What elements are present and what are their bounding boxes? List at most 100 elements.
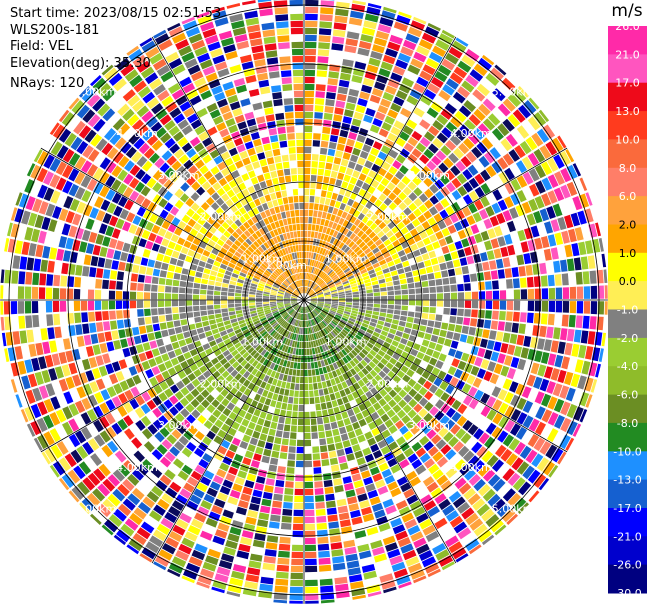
range-gate bbox=[189, 348, 198, 357]
range-gate bbox=[525, 136, 538, 151]
range-gate bbox=[497, 236, 506, 247]
range-gate bbox=[363, 570, 377, 580]
range-gate bbox=[393, 258, 402, 265]
range-gate bbox=[474, 233, 483, 244]
range-gate bbox=[367, 489, 379, 499]
range-gate bbox=[539, 145, 552, 159]
range-gate bbox=[310, 341, 314, 348]
range-gate bbox=[456, 173, 468, 185]
range-gate bbox=[542, 124, 556, 139]
range-gate bbox=[371, 411, 380, 421]
range-gate bbox=[353, 365, 361, 373]
range-gate bbox=[420, 95, 433, 106]
range-gate bbox=[553, 154, 565, 169]
range-gate bbox=[436, 114, 449, 126]
range-gate bbox=[242, 457, 252, 466]
range-gate bbox=[515, 426, 528, 440]
range-gate bbox=[473, 523, 488, 537]
range-gate bbox=[312, 284, 318, 290]
range-gate bbox=[387, 309, 394, 314]
range-gate bbox=[43, 414, 54, 429]
range-gate bbox=[313, 260, 317, 267]
range-gate bbox=[519, 312, 527, 323]
range-gate bbox=[452, 496, 466, 509]
range-gate bbox=[324, 305, 331, 309]
range-gate bbox=[353, 347, 361, 354]
range-gate bbox=[342, 396, 349, 404]
range-gate bbox=[324, 249, 329, 257]
range-gate bbox=[394, 305, 401, 310]
range-gate bbox=[506, 220, 516, 233]
range-gate bbox=[293, 362, 298, 369]
range-gate bbox=[372, 311, 380, 316]
range-gate bbox=[472, 498, 486, 511]
range-gate bbox=[547, 396, 558, 410]
range-gate bbox=[547, 412, 559, 426]
range-gate bbox=[214, 529, 228, 539]
range-gate bbox=[424, 562, 440, 574]
range-gate bbox=[300, 369, 304, 377]
range-gate bbox=[505, 133, 518, 147]
range-gate bbox=[276, 380, 282, 387]
range-gate bbox=[197, 506, 210, 517]
range-gate bbox=[434, 179, 445, 190]
range-gate bbox=[217, 322, 224, 328]
range-gate bbox=[205, 517, 218, 528]
range-gate bbox=[135, 344, 144, 354]
range-gate bbox=[484, 436, 496, 449]
range-gate bbox=[275, 334, 281, 341]
range-gate bbox=[37, 401, 48, 416]
range-gate bbox=[427, 374, 437, 383]
range-gate bbox=[457, 185, 468, 197]
range-gate bbox=[74, 400, 86, 414]
range-gate bbox=[243, 370, 251, 379]
colorbar-tick-label: -21.0 bbox=[613, 530, 641, 543]
range-gate bbox=[362, 77, 375, 87]
range-gate bbox=[224, 433, 234, 443]
range-gate bbox=[328, 341, 334, 348]
range-gate bbox=[149, 340, 158, 349]
range-gate bbox=[279, 308, 286, 313]
range-gate bbox=[435, 360, 444, 369]
range-gate bbox=[521, 201, 532, 214]
range-gate bbox=[174, 391, 184, 401]
range-gate bbox=[338, 455, 347, 464]
range-gate bbox=[603, 269, 608, 283]
range-gate bbox=[440, 145, 452, 156]
range-gate bbox=[293, 516, 304, 524]
range-gate bbox=[449, 515, 464, 528]
range-gate bbox=[497, 353, 506, 364]
range-gate bbox=[305, 48, 317, 56]
range-gate bbox=[304, 495, 314, 503]
range-gate bbox=[326, 315, 333, 320]
range-gate bbox=[318, 279, 324, 286]
range-gate bbox=[228, 331, 236, 338]
range-gate bbox=[344, 189, 352, 198]
range-gate bbox=[309, 304, 315, 309]
range-gate bbox=[247, 373, 255, 382]
range-gate bbox=[161, 353, 170, 362]
range-gate bbox=[236, 345, 244, 353]
range-gate bbox=[415, 142, 427, 153]
range-gate bbox=[339, 202, 346, 211]
range-gate bbox=[275, 430, 283, 438]
range-gate bbox=[208, 511, 221, 522]
range-gate bbox=[295, 376, 300, 384]
range-gate bbox=[449, 316, 457, 324]
range-gate bbox=[327, 78, 338, 86]
range-gate bbox=[462, 169, 473, 180]
range-gate bbox=[362, 258, 370, 265]
range-gate bbox=[386, 182, 396, 191]
range-gate bbox=[156, 338, 164, 347]
range-gate bbox=[34, 371, 44, 386]
range-gate bbox=[321, 344, 327, 352]
range-gate bbox=[388, 202, 398, 211]
range-gate bbox=[425, 243, 434, 252]
range-gate bbox=[284, 303, 291, 307]
range-gate bbox=[304, 425, 311, 433]
range-gate bbox=[527, 469, 541, 484]
range-gate bbox=[393, 21, 408, 32]
range-gate bbox=[333, 435, 342, 443]
range-gate bbox=[408, 192, 418, 202]
range-gate bbox=[314, 196, 320, 204]
